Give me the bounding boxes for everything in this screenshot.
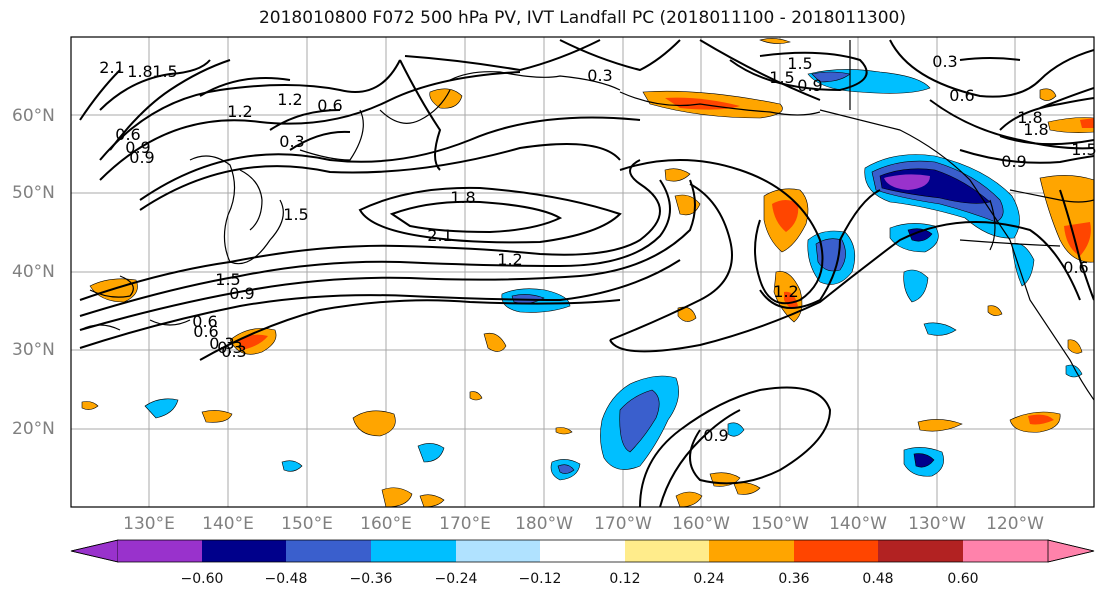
colorbar-extend-min (70, 539, 119, 563)
contour-label: 0.3 (587, 66, 612, 85)
colorbar-segment (794, 540, 878, 562)
contour-label: 0.6 (949, 86, 974, 105)
contour-label: 1.2 (277, 90, 302, 109)
colorbar-tick-label: −0.48 (264, 571, 308, 587)
contour-label: 0.9 (229, 284, 254, 303)
colorbar-segment (709, 540, 794, 562)
contour-label: 0.9 (125, 138, 150, 157)
pv-contours (79, 39, 1094, 507)
latitude-label: 40°N (12, 262, 55, 282)
contour-label: 0.6 (115, 125, 140, 144)
longitude-label: 150°E (281, 514, 333, 534)
contour-label: 2.1 (99, 58, 124, 77)
contour-label: 0.3 (221, 342, 246, 361)
longitude-label: 160°W (672, 514, 730, 534)
colorbar-tick-label: −0.24 (434, 571, 478, 587)
contour-label: 0.9 (1001, 152, 1026, 171)
coastlines (79, 40, 1094, 401)
contour-label: 1.5 (1071, 140, 1096, 159)
contour-label: 0.6 (317, 96, 342, 115)
longitude-label: 130°W (908, 514, 966, 534)
contour-label: 1.5 (215, 270, 240, 289)
longitude-label: 170°E (439, 514, 491, 534)
colorbar-tick-label: 0.60 (947, 571, 979, 587)
contour-label: 1.8 (1023, 120, 1048, 139)
contour-label: 0.9 (703, 426, 728, 445)
longitude-label: 140°W (829, 514, 887, 534)
contour-label: 1.8 (1017, 108, 1042, 127)
contour-label: 0.3 (932, 52, 957, 71)
contour-label: 1.5 (769, 68, 794, 87)
latitude-label: 20°N (12, 419, 55, 439)
longitude-label: 120°W (986, 514, 1044, 534)
contour-label: 1.5 (787, 54, 812, 73)
colorbar-segment (202, 540, 286, 562)
longitude-label: 150°W (751, 514, 809, 534)
warm-anomaly-fills (81, 38, 1094, 507)
colorbar-segment (371, 540, 456, 562)
contour-label: 0.3 (217, 338, 242, 357)
colorbar-segment (118, 540, 202, 562)
contour-label: 0.3 (209, 334, 234, 353)
colorbar-tick-label: 0.12 (609, 571, 641, 587)
contour-label: 1.2 (773, 282, 798, 301)
contour-label: 1.2 (497, 250, 522, 269)
contour-label: 0.6 (193, 322, 218, 341)
colorbar-tick-label: −0.60 (180, 571, 224, 587)
contour-label: 0.6 (1063, 258, 1088, 277)
colorbar-segment (625, 540, 709, 562)
contour-label: 1.8 (450, 188, 475, 207)
colorbar-extend-max (1047, 539, 1095, 563)
contour-label: 1.5 (283, 205, 308, 224)
map-frame-border (70, 36, 1095, 508)
contour-label: 0.3 (279, 132, 304, 151)
colorbar-tick-label: 0.24 (693, 571, 725, 587)
colorbar-tick-label: −0.12 (518, 571, 562, 587)
colorbar-tick-label: −0.36 (349, 571, 393, 587)
colorbar (70, 539, 1095, 563)
contour-label: 0.6 (192, 312, 217, 331)
longitude-label: 180°W (515, 514, 573, 534)
latitude-label: 50°N (12, 183, 55, 203)
colorbar-segment (540, 540, 625, 562)
colorbar-tick-label: 0.36 (778, 571, 810, 587)
colorbar-segment (286, 540, 371, 562)
longitude-label: 130°E (123, 514, 175, 534)
longitude-label: 140°E (202, 514, 254, 534)
colorbar-segment (963, 540, 1048, 562)
contour-label: 2.1 (427, 226, 452, 245)
contour-label: 0.9 (129, 148, 154, 167)
latitude-label: 60°N (12, 106, 55, 126)
colorbar-segment (456, 540, 540, 562)
colorbar-outline (70, 539, 1095, 563)
contour-label: 1.8 (127, 62, 152, 81)
contour-label: 1.2 (227, 102, 252, 121)
map-title: 2018010800 F072 500 hPa PV, IVT Landfall… (258, 8, 906, 28)
cool-anomaly-fills (144, 69, 1083, 481)
longitude-label: 170°W (594, 514, 652, 534)
longitude-label: 160°E (360, 514, 412, 534)
contour-label: 1.5 (152, 62, 177, 81)
contour-label: 0.9 (797, 76, 822, 95)
colorbar-segment (878, 540, 963, 562)
colorbar-tick-label: 0.48 (862, 571, 894, 587)
latitude-label: 30°N (12, 340, 55, 360)
